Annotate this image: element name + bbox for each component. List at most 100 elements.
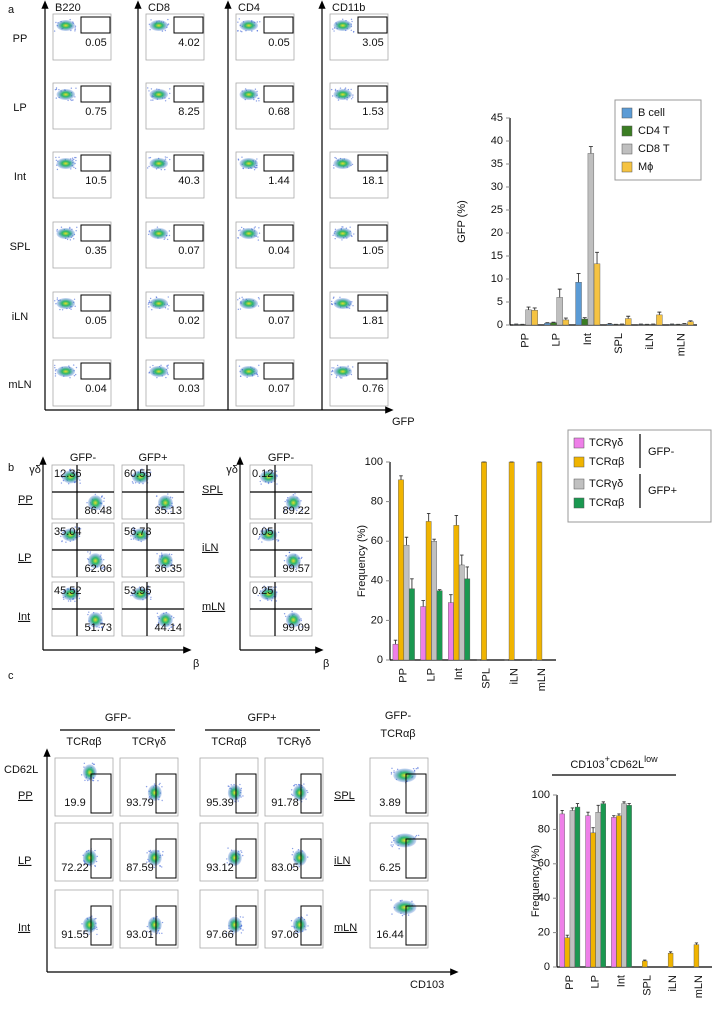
x-tick-label: LP (425, 668, 437, 681)
y-tick-label: 15 (491, 250, 503, 262)
x-tick-label: LP (590, 975, 602, 988)
event-dot (147, 585, 149, 587)
density (285, 612, 301, 628)
event-dot (258, 537, 261, 539)
density (149, 227, 169, 240)
event-dot (257, 375, 259, 377)
error-bar (410, 578, 414, 589)
density (239, 88, 259, 101)
event-dot (131, 481, 134, 483)
marker-header: CD8 (148, 2, 170, 14)
event-dot (103, 622, 105, 625)
flow-plot (54, 822, 114, 882)
gate (357, 362, 388, 380)
event-dot (88, 624, 90, 627)
event-dot (156, 376, 158, 379)
flow-plot (145, 221, 205, 269)
event-dot (54, 370, 57, 372)
x-axis-label: β (323, 658, 329, 670)
event-dot (242, 916, 244, 918)
event-dot (157, 616, 159, 618)
bar (436, 590, 443, 661)
x-tick-label: mLN (675, 333, 687, 356)
event-dot (160, 364, 162, 367)
event-dot (164, 100, 167, 102)
error-bar (465, 566, 470, 579)
row-label: iLN (334, 855, 351, 867)
event-dot (156, 508, 159, 510)
event-dot (168, 627, 170, 630)
event-dot (341, 377, 343, 379)
event-dot (166, 364, 168, 367)
event-dot (241, 31, 243, 33)
gate-value: 0.35 (85, 245, 106, 257)
flow-plot (119, 757, 179, 817)
event-dot (305, 798, 307, 800)
event-dot (83, 766, 85, 768)
event-dot (159, 782, 161, 785)
gate (357, 16, 388, 34)
event-dot (261, 541, 263, 543)
event-dot (332, 28, 334, 30)
event-dot (89, 551, 92, 553)
event-dot (60, 471, 62, 473)
event-dot (398, 847, 400, 850)
event-dot (298, 865, 300, 868)
quadrant-value: 0.25 (252, 585, 273, 597)
y-tick-label: 30 (491, 181, 503, 193)
event-dot (149, 297, 152, 300)
row-label: mLN (202, 601, 225, 613)
bar (574, 806, 581, 968)
x-axis-label: β (193, 658, 199, 670)
event-dot (391, 835, 393, 838)
quadrant-value: 56.73 (124, 526, 152, 538)
bar (581, 318, 588, 326)
event-dot (161, 799, 163, 802)
event-dot (146, 930, 148, 933)
gate-value: 0.05 (85, 315, 106, 327)
event-dot (294, 783, 296, 786)
event-dot (284, 508, 286, 511)
event-dot (146, 925, 149, 928)
event-dot (303, 783, 305, 785)
event-dot (148, 306, 150, 308)
event-dot (55, 303, 57, 305)
event-dot (290, 919, 293, 922)
density (56, 365, 76, 378)
event-dot (350, 29, 352, 31)
event-dot (86, 501, 88, 504)
quadrant-value: 99.57 (282, 563, 310, 575)
column-header: GFP- (385, 710, 412, 722)
event-dot (148, 300, 151, 302)
event-dot (161, 30, 164, 32)
error-bar (617, 813, 621, 816)
event-dot (257, 236, 259, 238)
error-bar (588, 146, 593, 154)
event-dot (87, 551, 89, 553)
error-bar (421, 600, 425, 607)
event-dot (352, 31, 355, 33)
event-dot (60, 226, 63, 228)
row-label: Int (18, 611, 30, 623)
event-dot (84, 779, 86, 782)
gate (235, 905, 257, 946)
event-dot (89, 553, 91, 555)
event-dot (69, 239, 72, 241)
event-dot (103, 505, 105, 507)
event-dot (82, 933, 85, 935)
density (82, 764, 97, 781)
event-dot (169, 88, 171, 90)
event-dot (75, 230, 77, 232)
bar (587, 153, 595, 326)
gate (80, 16, 111, 34)
bar (590, 832, 596, 968)
legend-swatch (621, 161, 633, 173)
error-bar (591, 827, 595, 833)
legend-label: TCRγδ (589, 478, 623, 490)
event-dot (275, 586, 277, 588)
flow-plot (52, 82, 112, 130)
quadrant-value: 35.13 (154, 505, 182, 517)
error-bar (668, 951, 673, 954)
quadrant-value: 35.04 (54, 526, 82, 538)
y-tick-label: 60 (538, 858, 550, 870)
